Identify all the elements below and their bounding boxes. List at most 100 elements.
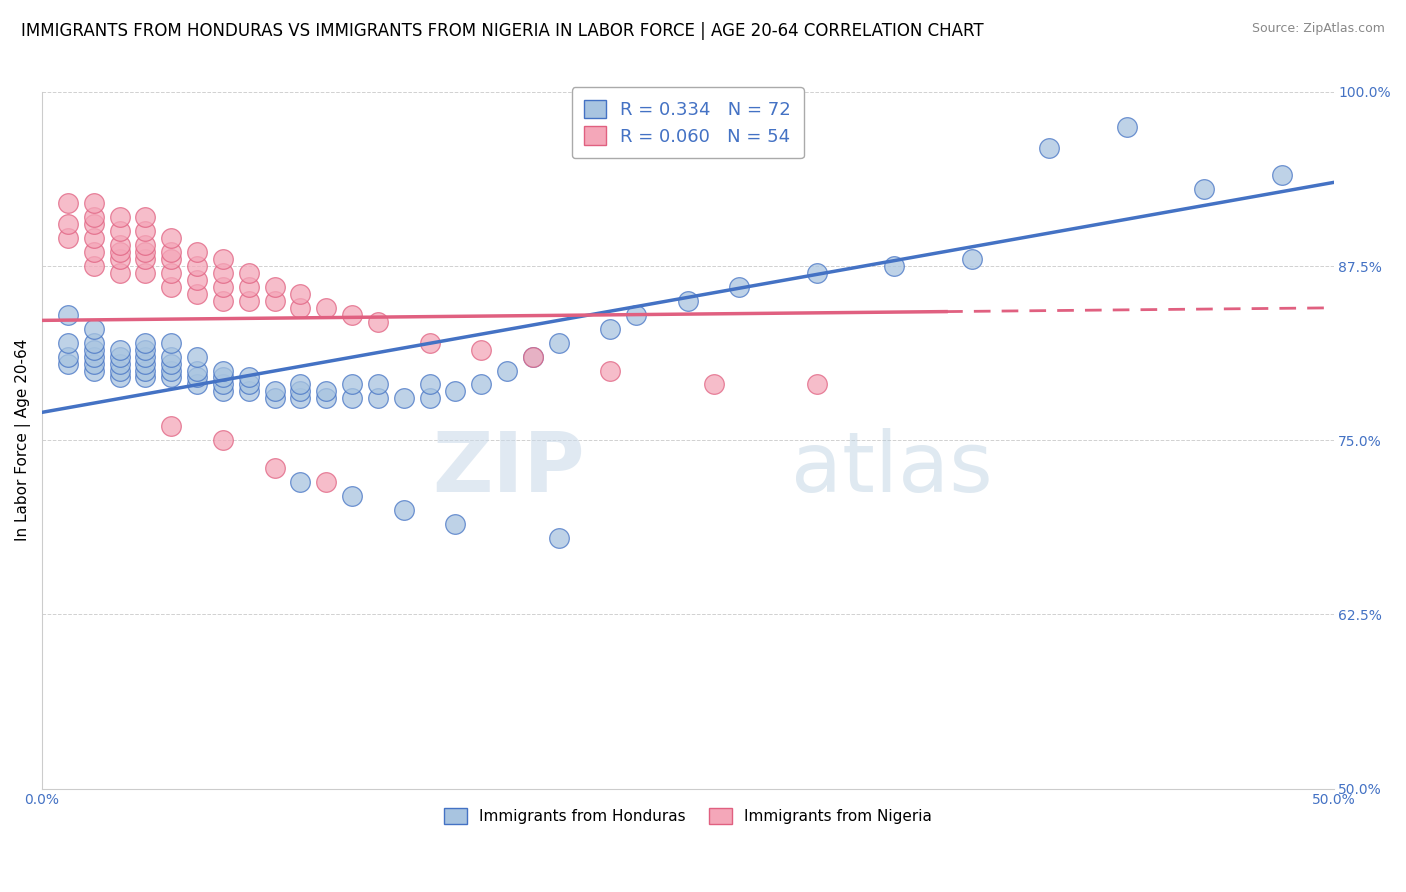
Point — [290, 392, 312, 406]
Point — [83, 322, 105, 336]
Point — [83, 350, 105, 364]
Point — [522, 350, 544, 364]
Point — [186, 350, 208, 364]
Point — [1115, 120, 1137, 134]
Point — [134, 370, 156, 384]
Point — [315, 392, 337, 406]
Point — [806, 377, 828, 392]
Point — [290, 384, 312, 399]
Point — [340, 489, 363, 503]
Point — [444, 516, 467, 531]
Point — [83, 231, 105, 245]
Point — [496, 363, 519, 377]
Point — [108, 343, 131, 357]
Point — [186, 259, 208, 273]
Point — [108, 370, 131, 384]
Point — [212, 293, 235, 308]
Point — [263, 461, 285, 475]
Point — [83, 343, 105, 357]
Point — [263, 280, 285, 294]
Point — [134, 238, 156, 252]
Point — [108, 266, 131, 280]
Point — [56, 308, 79, 322]
Point — [290, 377, 312, 392]
Point — [108, 363, 131, 377]
Point — [108, 211, 131, 225]
Point — [1271, 169, 1294, 183]
Point — [238, 280, 260, 294]
Point — [56, 357, 79, 371]
Point — [367, 392, 389, 406]
Point — [186, 245, 208, 260]
Point — [83, 217, 105, 231]
Point — [134, 335, 156, 350]
Point — [263, 384, 285, 399]
Point — [806, 266, 828, 280]
Point — [134, 224, 156, 238]
Point — [212, 433, 235, 447]
Point — [547, 531, 569, 545]
Point — [108, 224, 131, 238]
Point — [56, 335, 79, 350]
Point — [263, 293, 285, 308]
Text: IMMIGRANTS FROM HONDURAS VS IMMIGRANTS FROM NIGERIA IN LABOR FORCE | AGE 20-64 C: IMMIGRANTS FROM HONDURAS VS IMMIGRANTS F… — [21, 22, 984, 40]
Point — [160, 280, 183, 294]
Point — [470, 377, 492, 392]
Point — [676, 293, 699, 308]
Point — [212, 280, 235, 294]
Point — [108, 357, 131, 371]
Point — [418, 392, 440, 406]
Point — [547, 335, 569, 350]
Point — [56, 217, 79, 231]
Point — [186, 370, 208, 384]
Point — [160, 350, 183, 364]
Point — [703, 377, 725, 392]
Point — [160, 266, 183, 280]
Point — [134, 245, 156, 260]
Point — [444, 384, 467, 399]
Point — [108, 245, 131, 260]
Point — [883, 259, 905, 273]
Point — [56, 196, 79, 211]
Point — [134, 266, 156, 280]
Point — [134, 363, 156, 377]
Point — [599, 363, 621, 377]
Point — [392, 392, 415, 406]
Point — [315, 384, 337, 399]
Point — [56, 350, 79, 364]
Point — [1038, 140, 1060, 154]
Point — [599, 322, 621, 336]
Point — [263, 392, 285, 406]
Point — [212, 377, 235, 392]
Point — [340, 308, 363, 322]
Point — [83, 211, 105, 225]
Point — [108, 238, 131, 252]
Point — [290, 475, 312, 489]
Point — [160, 370, 183, 384]
Point — [186, 273, 208, 287]
Point — [83, 259, 105, 273]
Text: ZIP: ZIP — [432, 427, 585, 508]
Point — [134, 252, 156, 266]
Point — [315, 475, 337, 489]
Point — [392, 503, 415, 517]
Point — [315, 301, 337, 315]
Point — [83, 357, 105, 371]
Point — [522, 350, 544, 364]
Point — [238, 384, 260, 399]
Point — [238, 293, 260, 308]
Legend: Immigrants from Honduras, Immigrants from Nigeria: Immigrants from Honduras, Immigrants fro… — [434, 799, 941, 833]
Point — [108, 350, 131, 364]
Point — [160, 335, 183, 350]
Point — [186, 363, 208, 377]
Point — [56, 231, 79, 245]
Point — [134, 357, 156, 371]
Point — [134, 211, 156, 225]
Point — [160, 419, 183, 434]
Point — [340, 392, 363, 406]
Y-axis label: In Labor Force | Age 20-64: In Labor Force | Age 20-64 — [15, 339, 31, 541]
Point — [290, 286, 312, 301]
Point — [367, 315, 389, 329]
Point — [160, 357, 183, 371]
Point — [212, 370, 235, 384]
